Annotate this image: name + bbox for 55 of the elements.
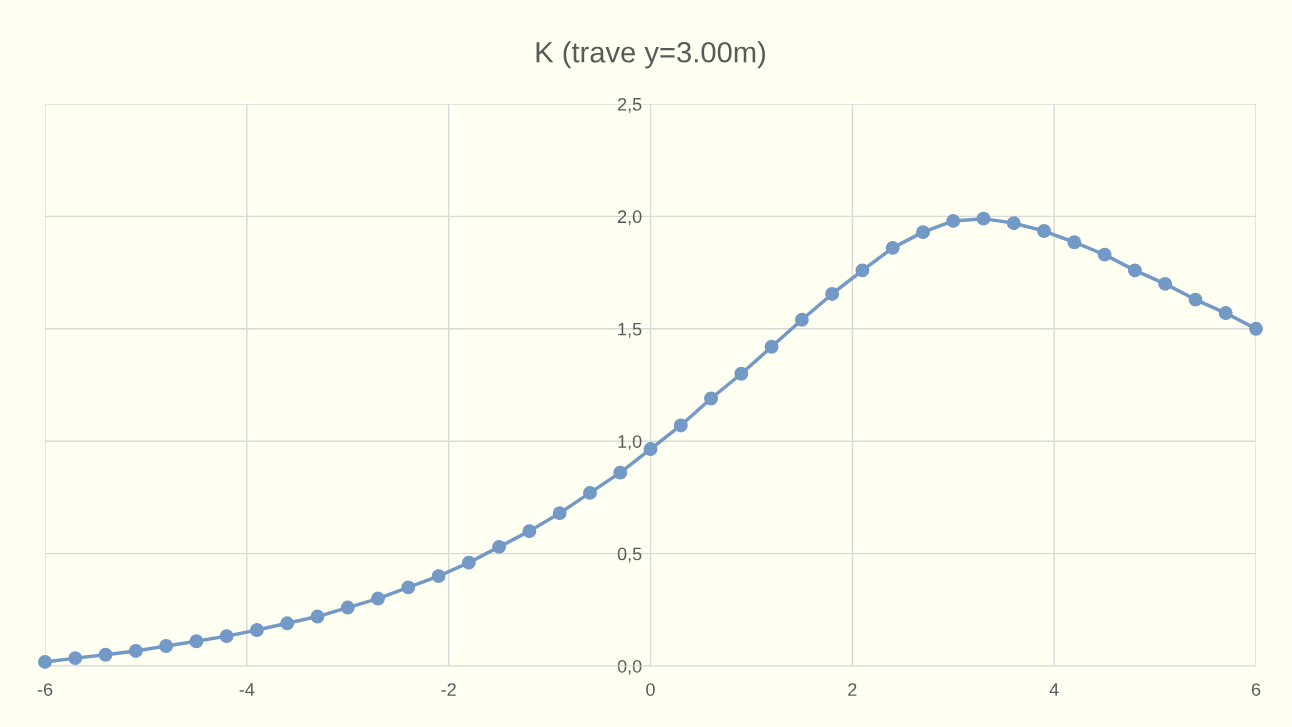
point xyxy=(552,506,567,521)
point xyxy=(1067,235,1082,250)
point xyxy=(68,651,83,666)
point xyxy=(1218,306,1233,321)
x-tick-label: 6 xyxy=(1251,683,1261,696)
point xyxy=(673,418,688,433)
y-tick-label: 1,5 xyxy=(618,322,642,338)
point xyxy=(764,339,779,354)
point xyxy=(159,639,174,653)
x-tick-label: 2 xyxy=(848,683,857,696)
point xyxy=(128,643,143,658)
point xyxy=(976,211,991,226)
point xyxy=(946,213,961,228)
y-tick-label: 0,0 xyxy=(617,659,642,675)
point xyxy=(916,225,930,240)
point xyxy=(401,580,416,595)
x-tick-label: 0 xyxy=(646,683,655,696)
point xyxy=(794,312,809,327)
point xyxy=(734,366,749,381)
y-tick-label: 2,5 xyxy=(617,97,642,113)
point xyxy=(613,465,628,480)
point xyxy=(249,623,264,637)
point xyxy=(825,287,840,301)
x-tick-label: -6 xyxy=(37,683,53,696)
point xyxy=(1037,224,1052,238)
point xyxy=(1006,216,1021,231)
point xyxy=(310,609,325,624)
point xyxy=(1249,321,1263,336)
point xyxy=(189,634,204,649)
point xyxy=(280,616,295,631)
y-tick-label: 2,0 xyxy=(617,210,642,226)
point xyxy=(98,647,113,662)
point xyxy=(461,555,476,570)
x-tick-label: -2 xyxy=(441,683,456,696)
point xyxy=(38,655,52,669)
point xyxy=(704,391,718,406)
point xyxy=(492,539,507,554)
x-tick-label: 4 xyxy=(1049,683,1059,696)
point xyxy=(643,442,658,457)
point xyxy=(431,569,446,584)
point xyxy=(1127,263,1142,278)
point xyxy=(371,591,385,606)
chart-title: K (trave y=3.00m) xyxy=(536,41,765,69)
point xyxy=(522,524,537,539)
x-tick-label: -4 xyxy=(239,683,255,696)
point xyxy=(855,263,870,278)
point xyxy=(219,629,234,644)
y-tick-label: 0,5 xyxy=(617,547,642,563)
point xyxy=(1188,292,1203,307)
point xyxy=(885,240,900,255)
point xyxy=(583,485,597,500)
point xyxy=(1097,247,1112,262)
point xyxy=(340,600,355,615)
y-tick-label: 1,0 xyxy=(618,435,642,451)
point xyxy=(1158,276,1173,291)
